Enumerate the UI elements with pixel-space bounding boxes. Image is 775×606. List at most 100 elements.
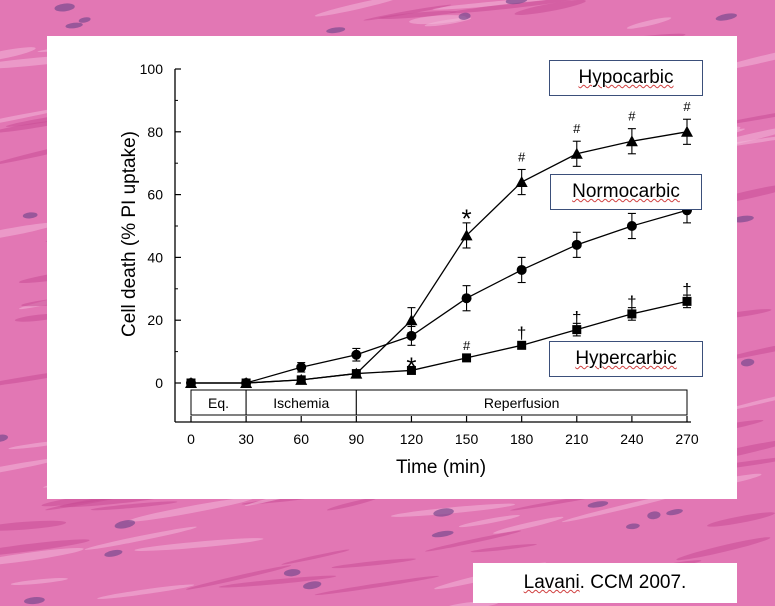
significance-marker: # <box>463 338 471 353</box>
label-hypocarbic: Hypocarbic <box>549 60 703 96</box>
x-tick-label: 210 <box>565 431 589 447</box>
tissue-fiber <box>218 575 337 588</box>
tissue-fiber <box>707 512 775 527</box>
cell-nucleus <box>666 509 683 516</box>
y-axis-label: Cell death (% PI uptake) <box>119 131 140 337</box>
cell-nucleus <box>626 523 640 530</box>
phase-label: Ischemia <box>273 395 329 411</box>
data-point-triangle <box>460 229 473 241</box>
phase-label: Reperfusion <box>484 395 560 411</box>
data-point-circle <box>296 362 307 373</box>
y-tick-label: 100 <box>140 61 164 77</box>
significance-marker: † <box>572 308 581 327</box>
y-tick-label: 40 <box>147 249 163 265</box>
cell-nucleus <box>303 581 322 590</box>
data-point-circle <box>351 349 362 360</box>
tissue-fiber <box>97 584 195 599</box>
data-point-circle <box>571 239 582 250</box>
cell-nucleus <box>505 0 528 5</box>
data-point-square <box>351 369 361 379</box>
series-line <box>191 300 688 384</box>
data-point-square <box>241 378 251 388</box>
label-normocarbic: Normocarbic <box>550 174 702 210</box>
x-tick-label: 150 <box>455 431 479 447</box>
tissue-fiber <box>409 15 467 25</box>
x-tick-label: 120 <box>400 431 424 447</box>
x-tick-label: 60 <box>293 431 309 447</box>
tissue-fiber <box>326 497 379 511</box>
data-point-triangle <box>681 125 693 137</box>
x-axis-label: Time (min) <box>396 457 486 478</box>
y-tick-label: 80 <box>147 124 163 140</box>
tissue-fiber <box>0 547 84 567</box>
data-point-circle <box>626 221 637 231</box>
tissue-fiber <box>90 501 178 511</box>
citation: Lavani. CCM 2007. <box>473 563 737 603</box>
significance-marker: † <box>682 280 691 299</box>
tissue-fiber <box>493 516 564 534</box>
cell-nucleus <box>78 17 91 23</box>
tissue-fiber <box>0 47 36 63</box>
cell-nucleus <box>54 3 75 12</box>
data-point-square <box>186 378 196 388</box>
tissue-fiber <box>711 43 775 72</box>
citation-rest: . CCM 2007. <box>579 572 687 593</box>
x-tick-label: 180 <box>510 431 534 447</box>
tissue-fiber <box>717 336 775 361</box>
x-tick-label: 270 <box>675 431 699 447</box>
cell-nucleus <box>647 511 661 520</box>
tissue-fiber <box>0 222 57 243</box>
chart-panel: 0 20 40 60 80 100 0 30 60 90 120 150 180 210 240 270 Cel… <box>47 36 737 499</box>
cell-nucleus <box>24 596 45 605</box>
significance-marker: # <box>628 109 636 124</box>
tissue-fiber <box>281 549 350 565</box>
cell-nucleus <box>587 501 609 508</box>
significance-marker: * <box>406 351 416 381</box>
cell-nucleus <box>65 22 83 29</box>
series-line <box>191 209 688 384</box>
significance-marker: † <box>517 324 526 343</box>
tissue-fiber <box>314 575 440 596</box>
y-tick-label: 0 <box>155 375 163 391</box>
cell-nucleus <box>283 569 301 577</box>
tissue-fiber <box>10 577 68 586</box>
cell-nucleus <box>458 12 471 20</box>
data-point-circle <box>461 293 472 304</box>
cell-nucleus <box>114 520 136 529</box>
data-point-square <box>517 340 527 350</box>
data-point-square <box>572 325 582 335</box>
cell-nucleus <box>740 358 755 367</box>
tissue-fiber <box>128 497 255 522</box>
cell-nucleus <box>104 549 123 557</box>
data-point-triangle <box>515 176 528 188</box>
tissue-fiber <box>84 526 197 550</box>
tissue-fiber <box>514 0 586 15</box>
tissue-fiber <box>470 543 537 553</box>
significance-marker: # <box>683 99 691 114</box>
tissue-fiber <box>314 0 402 17</box>
x-tick-label: 0 <box>187 431 195 447</box>
tissue-fiber <box>134 538 264 551</box>
significance-marker: † <box>627 292 636 311</box>
data-point-triangle <box>405 314 418 326</box>
cell-nucleus <box>326 27 346 34</box>
tissue-fiber <box>449 0 576 14</box>
tissue-fiber <box>676 537 771 561</box>
data-point-triangle <box>625 135 638 147</box>
data-point-square <box>406 365 416 375</box>
tissue-fiber <box>331 558 416 569</box>
citation-author: Lavani <box>523 572 580 593</box>
y-tick-label: 60 <box>147 187 163 203</box>
tissue-fiber <box>0 457 62 480</box>
line-chart: 0 20 40 60 80 100 0 30 60 90 120 150 180 210 240 270 Cel… <box>119 61 699 478</box>
tissue-fiber <box>0 539 90 557</box>
y-tick-label: 20 <box>147 312 163 328</box>
tissue-fiber <box>561 491 688 523</box>
phase-box <box>355 389 688 416</box>
cell-nucleus <box>431 530 454 538</box>
cell-nucleus <box>715 13 737 21</box>
significance-marker: * <box>461 204 471 234</box>
tissue-fiber <box>0 106 74 132</box>
significance-marker: # <box>518 149 526 164</box>
tissue-fiber <box>186 565 292 590</box>
